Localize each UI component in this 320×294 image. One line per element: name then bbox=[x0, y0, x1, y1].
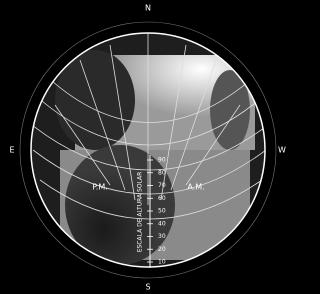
altitude-tick-label: 70 bbox=[158, 182, 166, 189]
east-label: E bbox=[9, 146, 14, 155]
altitude-tick-label: 50 bbox=[158, 208, 166, 215]
altitude-tick-label: 90 bbox=[158, 157, 166, 164]
north-label: N bbox=[145, 4, 151, 13]
am-label: A.M. bbox=[187, 183, 204, 192]
altitude-tick-label: 20 bbox=[158, 246, 166, 253]
pm-label: P.M. bbox=[92, 183, 108, 192]
altitude-tick-label: 80 bbox=[158, 169, 166, 176]
west-label: W bbox=[278, 146, 286, 155]
south-label: S bbox=[145, 283, 150, 292]
altitude-tick-label: 30 bbox=[158, 233, 166, 240]
altitude-tick-label: 60 bbox=[158, 195, 166, 202]
scale-title: ESCALA DE ALTURA SOLAR bbox=[137, 172, 144, 253]
altitude-tick-label: 10 bbox=[158, 259, 166, 266]
altitude-tick-label: 40 bbox=[158, 220, 166, 227]
fisheye-sun-path: 90 80 70 60 50 40 30 20 10 N S E W P.M. A.M. ESC… bbox=[0, 0, 291, 294]
